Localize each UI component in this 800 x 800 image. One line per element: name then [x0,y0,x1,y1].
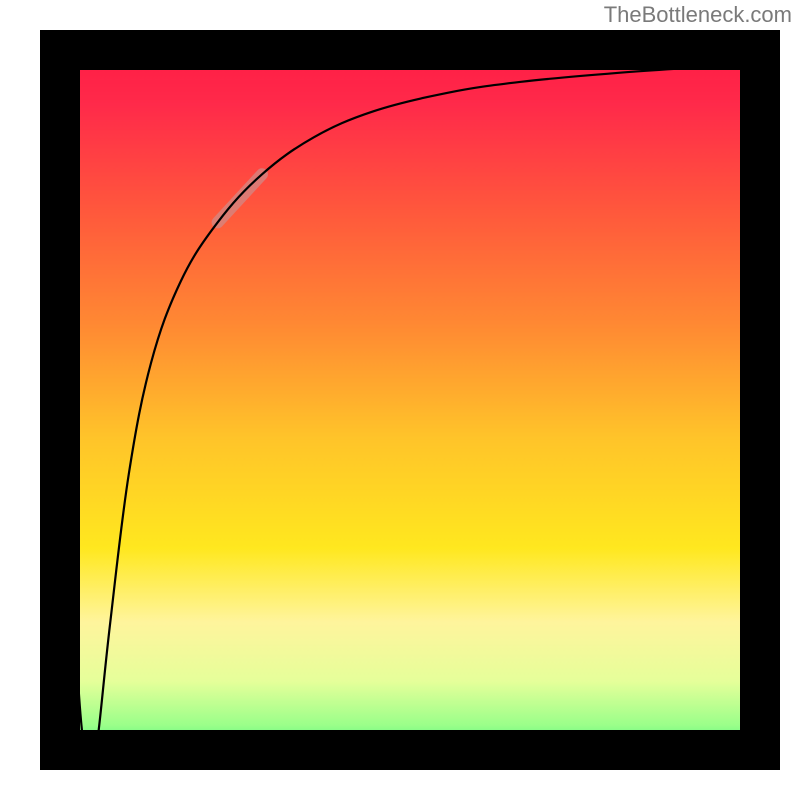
bottleneck-curve [62,30,780,768]
plot-area [40,30,780,770]
chart-container: TheBottleneck.com [0,0,800,800]
watermark-text: TheBottleneck.com [604,2,792,28]
curve-layer [40,30,780,770]
